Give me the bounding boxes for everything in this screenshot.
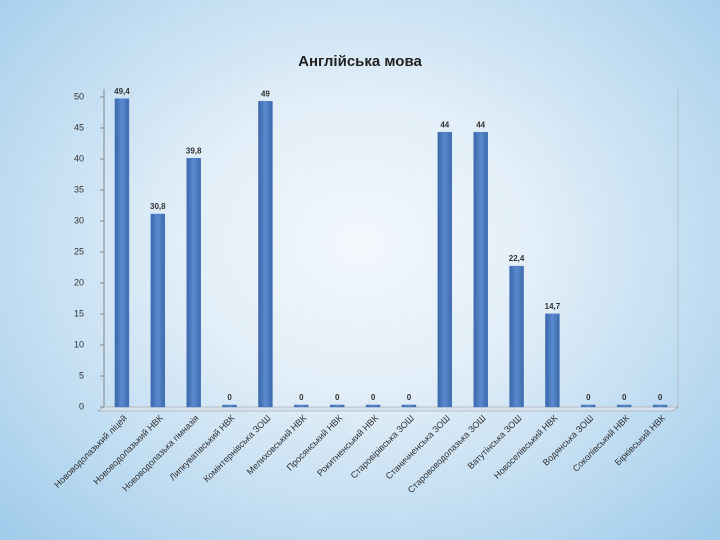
y-tick-label: 25 [74,246,84,256]
value-label: 0 [407,393,412,402]
bar [222,404,237,408]
value-label: 0 [299,393,304,402]
y-tick-label: 0 [79,401,84,411]
chart-title: Англійська мова [298,53,422,70]
value-label: 39,8 [186,146,202,155]
x-tick-label: Старовірівська ЗОШ [349,413,416,480]
value-label: 44 [476,120,485,129]
value-label: 49 [261,89,270,98]
value-label: 49,4 [114,87,130,96]
bar [186,157,201,408]
bar [545,313,560,408]
value-label: 0 [658,393,663,402]
bar [509,265,524,408]
bar [652,404,668,408]
x-tick-label: Рокитненський НВК [315,412,381,478]
bar [437,131,453,408]
value-label: 0 [371,393,376,402]
floor [97,406,679,412]
value-label: 0 [335,393,340,402]
value-label: 22,4 [509,254,525,263]
bar [329,404,345,408]
x-tick-label: Нововодолазький ліцей [52,413,129,490]
bar [365,404,381,408]
value-label: 0 [227,393,232,402]
x-tick-label: Липкуватівський НВК [167,412,237,482]
bar [401,404,417,408]
value-label: 14,7 [545,302,561,311]
value-label: 0 [622,393,627,402]
x-tick-label: Комінтернівська ЗОШ [201,413,272,484]
y-tick-label: 30 [74,215,84,225]
y-tick-label: 15 [74,308,84,318]
x-tick-label: Мелиховський НВК [245,412,309,476]
x-tick-label: Новоселівський НВК [492,412,560,480]
y-tick-label: 35 [74,184,84,194]
bar [616,404,632,408]
y-tick-label: 10 [74,339,84,349]
x-tick-label: Станичненська ЗОШ [384,413,452,481]
bar [294,404,309,408]
bar [258,100,273,408]
bar [473,131,488,408]
y-tick-label: 50 [74,91,84,101]
bar [581,404,596,408]
y-tick-label: 20 [74,277,84,287]
value-label: 30,8 [150,202,166,211]
value-label: 44 [440,120,449,129]
value-label: 0 [586,393,591,402]
bar [150,213,166,408]
y-tick-label: 45 [74,122,84,132]
bar [114,98,130,408]
x-tick-label: Нововодолазький НВК [91,412,165,486]
y-tick-label: 5 [79,370,84,380]
y-tick-label: 40 [74,153,84,163]
